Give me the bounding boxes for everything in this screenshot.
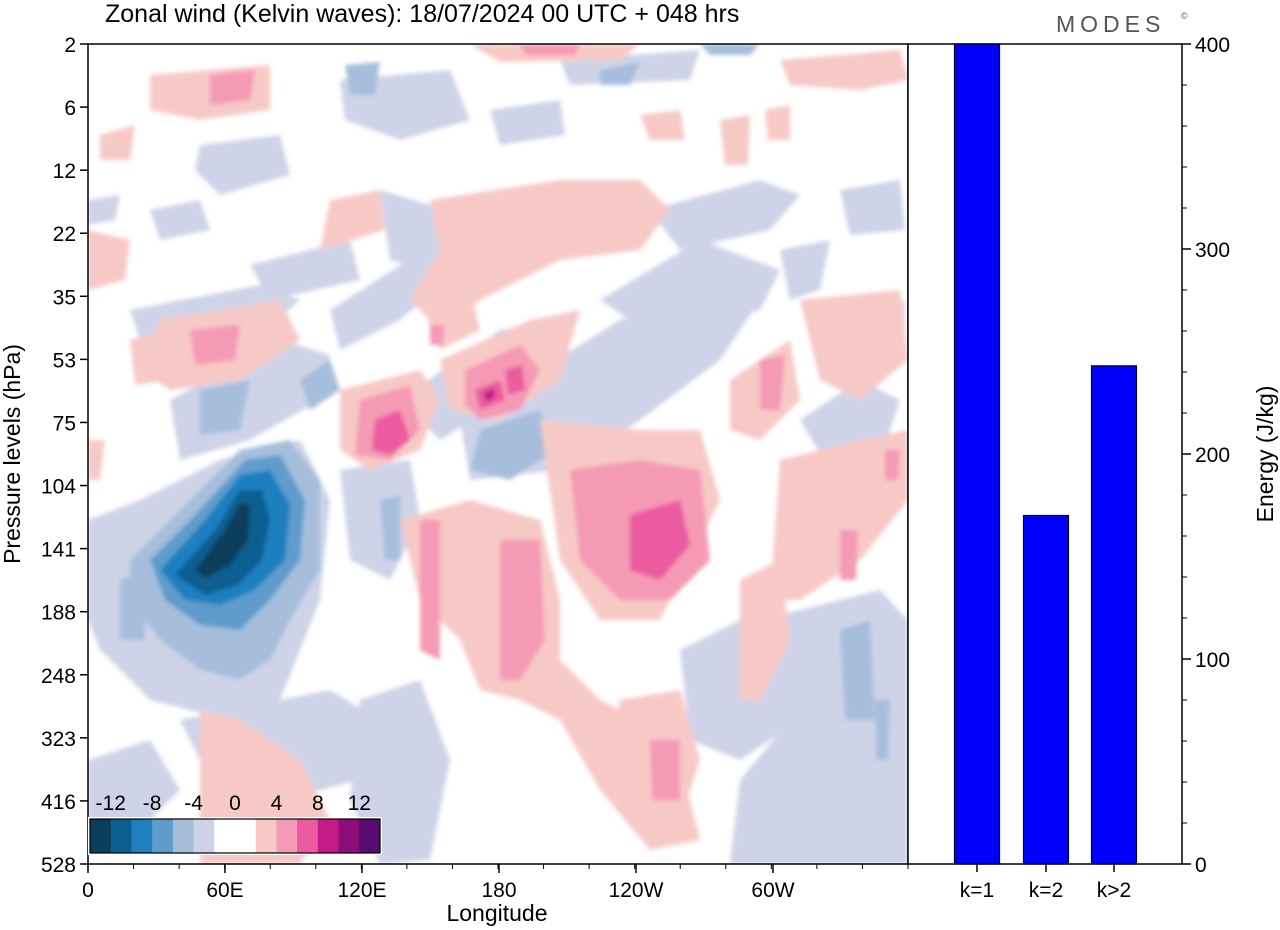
energy-axis-label: Energy (J/kg) (1252, 386, 1278, 523)
colorbar: -12 -8 -4 0 4 8 12 (88, 792, 382, 855)
colorbar-swatch (214, 819, 236, 853)
colorbar-swatch (172, 819, 195, 853)
colorbar-label: 8 (312, 792, 324, 815)
pressure-tick-label: 22 (53, 223, 76, 246)
pressure-tick-label: 12 (53, 160, 76, 183)
pressure-tick-label: 528 (41, 854, 76, 877)
longitude-tick-label: 120W (609, 879, 664, 902)
energy-category-label: k=2 (1029, 879, 1063, 902)
colorbar-label: -8 (143, 792, 162, 815)
colorbar-swatch (317, 819, 340, 853)
colorbar-swatch (90, 819, 112, 853)
longitude-axis: 0 60E 120E 180 120W 60W (82, 864, 909, 902)
pressure-tick-label: 2 (64, 34, 76, 57)
pressure-tick-label: 75 (53, 412, 76, 435)
pressure-tick-label: 35 (53, 286, 76, 309)
energy-tick-label: 200 (1195, 444, 1230, 467)
colorbar-label: 0 (229, 792, 241, 815)
modes-logo: MODES © (1056, 11, 1188, 37)
energy-axis: 0 100 200 300 400 (1182, 34, 1230, 877)
colorbar-label: 4 (271, 792, 283, 815)
energy-category-label: k=1 (960, 879, 994, 902)
pressure-tick-label: 6 (64, 97, 76, 120)
energy-bar-2 (1022, 514, 1070, 865)
pressure-tick-label: 416 (41, 791, 76, 814)
pressure-tick-label: 188 (41, 602, 76, 625)
energy-tick-label: 400 (1195, 34, 1230, 57)
longitude-tick-label: 60W (751, 879, 794, 902)
chart-title: Zonal wind (Kelvin waves): 18/07/2024 00… (105, 0, 739, 28)
modes-logo-mark: © (1181, 11, 1188, 21)
energy-bar-3 (1090, 365, 1138, 865)
pressure-tick-label: 141 (41, 539, 76, 562)
hovmoller-contour-field (88, 44, 908, 864)
pressure-tick-label: 104 (41, 476, 76, 499)
energy-tick-label: 100 (1195, 649, 1230, 672)
colorbar-label: 12 (348, 792, 371, 815)
longitude-tick-label: 120E (337, 879, 386, 902)
colorbar-swatch (193, 819, 215, 853)
colorbar-swatch (131, 819, 153, 853)
energy-category-labels: k=1 k=2 k>2 (960, 864, 1131, 902)
longitude-tick-label: 0 (82, 879, 94, 902)
energy-tick-label: 300 (1195, 239, 1230, 262)
colorbar-swatch (255, 819, 277, 853)
energy-bars (953, 43, 1138, 865)
energy-bar-1 (953, 43, 1001, 865)
longitude-axis-label: Longitude (446, 900, 547, 926)
longitude-tick-label: 180 (481, 879, 516, 902)
pressure-tick-label: 53 (53, 349, 76, 372)
pressure-axis-label: Pressure levels (hPa) (0, 344, 25, 564)
pressure-axis: 2 6 12 22 35 53 75 104 141 188 248 323 416 528 (41, 34, 88, 877)
colorbar-swatch (110, 819, 132, 853)
modes-logo-text: MODES (1056, 11, 1165, 37)
colorbar-swatch (297, 819, 319, 853)
colorbar-swatch (338, 819, 360, 853)
colorbar-label: -12 (96, 792, 126, 815)
colorbar-swatch (235, 819, 257, 853)
pressure-tick-label: 323 (41, 728, 76, 751)
colorbar-outline (89, 818, 381, 854)
colorbar-swatch (276, 819, 298, 853)
pressure-tick-label: 248 (41, 665, 76, 688)
energy-category-label: k>2 (1097, 879, 1131, 902)
colorbar-label: -4 (184, 792, 203, 815)
longitude-tick-label: 60E (206, 879, 243, 902)
colorbar-swatch (359, 819, 381, 853)
energy-tick-label: 0 (1195, 854, 1207, 877)
colorbar-swatch (152, 819, 174, 853)
